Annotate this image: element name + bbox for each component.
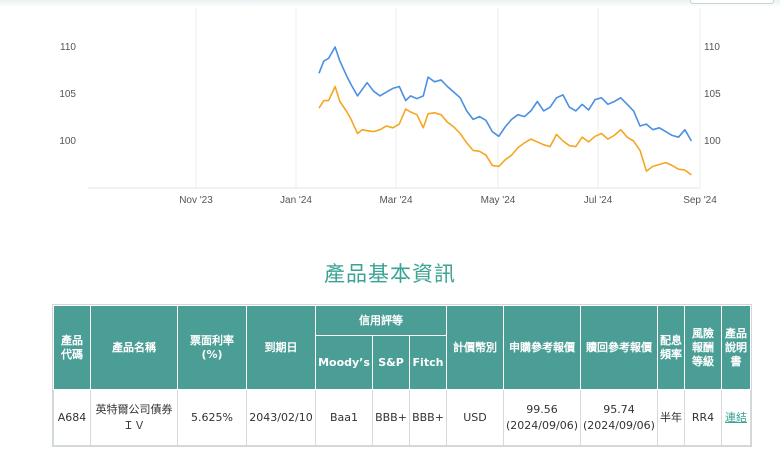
cell-maturity: 2043/02/10 <box>246 389 316 446</box>
y-axis-right: 100 105 110 <box>704 42 721 147</box>
cell-sp: BBB+ <box>372 389 410 446</box>
x-tick-5: Sep '24 <box>683 195 717 206</box>
subscribe-date: (2024/09/06) <box>506 418 578 432</box>
y-axis-left: 100 105 110 <box>59 42 76 147</box>
x-tick-1: Jan '24 <box>280 195 312 206</box>
cell-redeem-price: 95.74 (2024/09/06) <box>579 389 658 446</box>
series-line-0 <box>318 46 693 142</box>
header-sp: S&P <box>372 335 410 390</box>
cell-coupon: 5.625% <box>177 389 247 446</box>
header-shadow <box>0 0 780 7</box>
cell-frequency: 半年 <box>656 389 685 446</box>
doc-link[interactable]: 連結 <box>724 410 747 424</box>
y-tick-right-1: 105 <box>704 89 721 100</box>
redeem-date: (2024/09/06) <box>582 418 655 432</box>
header-moodys: Moody’s <box>315 335 373 390</box>
series-line-1 <box>318 85 692 176</box>
top-right-tab[interactable] <box>690 0 774 4</box>
cell-doc: 連結 <box>720 389 751 446</box>
redeem-value: 95.74 <box>603 402 635 416</box>
header-code: 產品代碼 <box>53 305 91 390</box>
product-info-table: 產品代碼 產品名稱 票面利率(%) 到期日 信用評等 計價幣別 申購參考報價 贖… <box>52 304 752 447</box>
x-tick-0: Nov '23 <box>179 195 213 206</box>
y-tick-right-2: 110 <box>704 42 720 53</box>
header-currency: 計價幣別 <box>446 305 504 390</box>
chart-grid <box>88 8 701 189</box>
header-risk: 風險報酬等級 <box>683 305 722 390</box>
header-frequency: 配息頻率 <box>656 305 685 390</box>
header-name: 產品名稱 <box>90 305 178 390</box>
cell-currency: USD <box>446 389 504 446</box>
cell-name: 英特爾公司債券ＩＶ <box>90 389 178 446</box>
section-title: 產品基本資訊 <box>324 262 456 286</box>
header-redeem-price: 贖回參考報價 <box>579 305 658 390</box>
y-tick-left-0: 100 <box>59 136 76 147</box>
cell-code: A684 <box>53 389 91 446</box>
cell-fitch: BBB+ <box>409 389 447 446</box>
x-tick-3: May '24 <box>481 195 516 206</box>
y-tick-right-0: 100 <box>704 136 721 147</box>
price-chart: 100 105 110 100 105 110 Nov '23 Jan '24 Mar '2… <box>59 8 721 206</box>
header-maturity: 到期日 <box>246 305 316 390</box>
table-row: A684 英特爾公司債券ＩＶ 5.625% 2043/02/10 Baa1 BB… <box>53 389 751 446</box>
y-tick-left-2: 110 <box>60 42 76 53</box>
cell-risk: RR4 <box>683 389 722 446</box>
header-rating-group: 信用評等 <box>315 305 447 336</box>
subscribe-value: 99.56 <box>526 402 558 416</box>
x-tick-4: Jul '24 <box>584 195 613 206</box>
header-doc: 產品說明書 <box>720 305 751 390</box>
chart-series <box>318 46 693 176</box>
x-axis: Nov '23 Jan '24 Mar '24 May '24 Jul '24 Sep '… <box>179 195 717 206</box>
header-subscribe-price: 申購參考報價 <box>503 305 581 390</box>
cell-subscribe-price: 99.56 (2024/09/06) <box>503 389 581 446</box>
cell-moodys: Baa1 <box>315 389 373 446</box>
y-tick-left-1: 105 <box>59 89 76 100</box>
x-tick-2: Mar '24 <box>379 195 412 206</box>
header-fitch: Fitch <box>409 335 447 390</box>
header-coupon: 票面利率(%) <box>177 305 247 390</box>
